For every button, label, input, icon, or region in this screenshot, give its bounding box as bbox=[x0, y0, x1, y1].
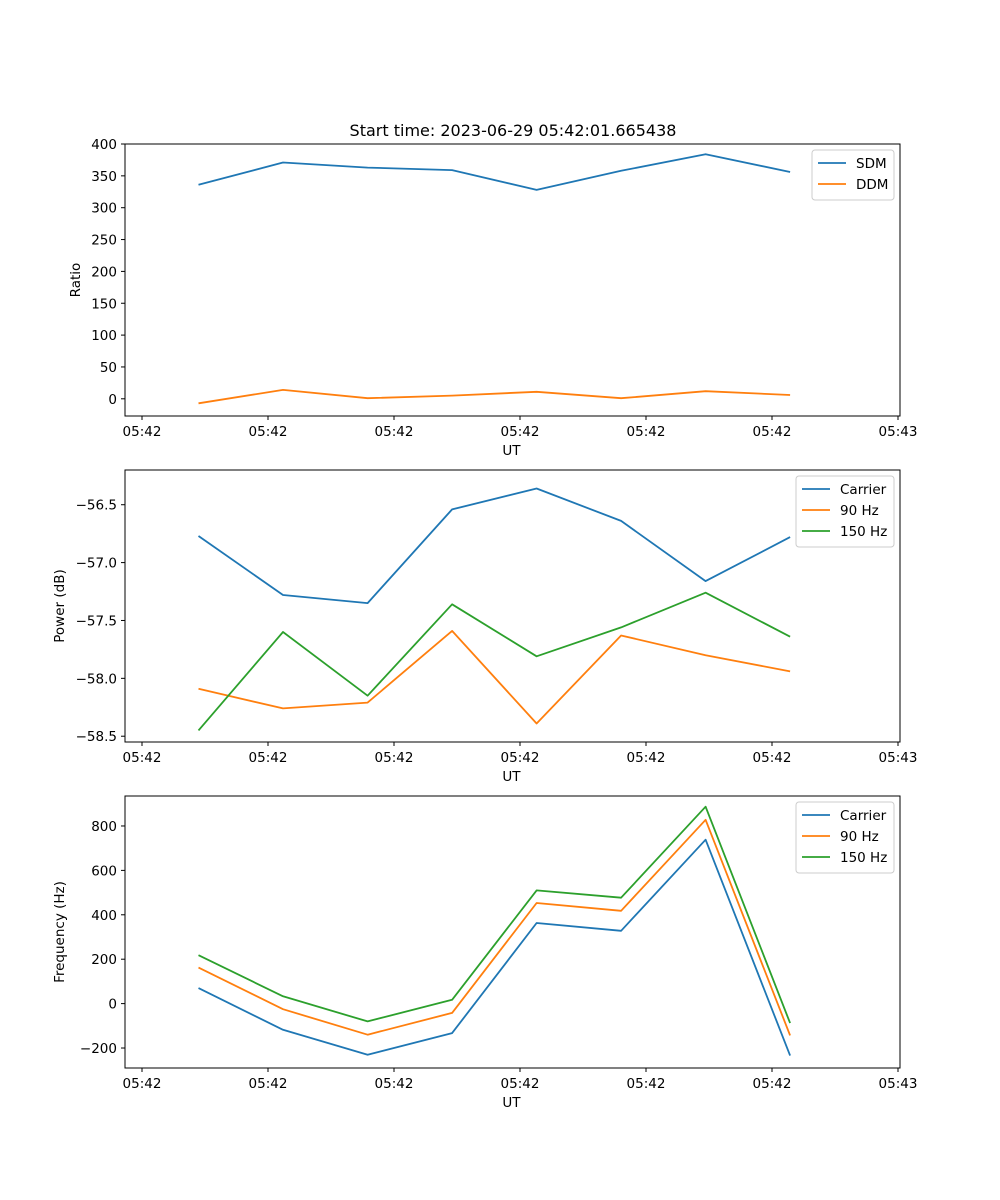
subplot-3: −200 0 200 400 600 800 05:42 05:42 05:42 05:42 05:… bbox=[52, 795, 918, 1111]
legend-entry: 150 Hz bbox=[840, 850, 887, 866]
y-tick-label: −57.5 bbox=[76, 613, 117, 629]
axes-frame bbox=[124, 795, 901, 1069]
axes-frame bbox=[124, 469, 901, 743]
subplot-2: −58.5 −58.0 −57.5 −57.0 −56.5 05:42 05:42 05:42… bbox=[52, 469, 918, 785]
y-tick-label: 400 bbox=[91, 137, 117, 153]
y-tick-label: 0 bbox=[108, 392, 117, 408]
y-tick-label: 600 bbox=[91, 863, 117, 879]
y-tick-label: 200 bbox=[91, 952, 117, 968]
y-tick-label: −57.0 bbox=[76, 556, 117, 572]
series-line-150-hz bbox=[197, 591, 791, 731]
y-tick-label: 350 bbox=[91, 169, 117, 185]
series-line-90-hz bbox=[198, 630, 791, 725]
y-axis-label: Power (dB) bbox=[52, 569, 68, 642]
y-tick-label: 100 bbox=[91, 328, 117, 344]
x-tick-label: 05:42 bbox=[249, 424, 288, 440]
y-axis-label: Ratio bbox=[68, 263, 84, 298]
y-axis-label: Frequency (Hz) bbox=[52, 881, 68, 983]
x-tick-label: 05:42 bbox=[123, 1076, 162, 1092]
x-tick-label: 05:42 bbox=[627, 424, 666, 440]
series-line-150-hz bbox=[198, 805, 791, 1024]
legend: Carrier 90 Hz 150 Hz bbox=[795, 475, 895, 548]
legend-box bbox=[795, 801, 895, 874]
figure-title: Start time: 2023-06-29 05:42:01.665438 bbox=[350, 121, 677, 140]
x-tick-label: 05:42 bbox=[627, 750, 666, 766]
y-tick-label: 300 bbox=[91, 201, 117, 217]
x-tick-label: 05:42 bbox=[375, 424, 414, 440]
x-tick-label: 05:42 bbox=[753, 750, 792, 766]
x-tick-label: 05:42 bbox=[753, 1076, 792, 1092]
axes-frame bbox=[124, 143, 901, 417]
legend-entry: Carrier bbox=[840, 808, 887, 824]
legend-entry: 150 Hz bbox=[840, 524, 887, 540]
x-tick-label: 05:42 bbox=[123, 750, 162, 766]
series-line-carrier bbox=[198, 838, 791, 1056]
x-tick-label: 05:43 bbox=[879, 1076, 918, 1092]
y-tick-label: 200 bbox=[91, 264, 117, 280]
x-tick-label: 05:42 bbox=[753, 424, 792, 440]
x-tick-label: 05:42 bbox=[249, 1076, 288, 1092]
y-tick-label: 400 bbox=[91, 908, 117, 924]
x-tick-label: 05:42 bbox=[501, 1076, 540, 1092]
legend: SDM DDM bbox=[811, 149, 895, 201]
y-tick-label: 250 bbox=[91, 233, 117, 249]
legend-entry: DDM bbox=[856, 177, 888, 193]
x-axis-label: UT bbox=[502, 443, 521, 459]
x-tick-label: 05:43 bbox=[879, 424, 918, 440]
legend-box bbox=[795, 475, 895, 548]
x-tick-label: 05:42 bbox=[375, 1076, 414, 1092]
y-tick-label: −56.5 bbox=[76, 498, 117, 514]
legend: Carrier 90 Hz 150 Hz bbox=[795, 801, 895, 874]
x-tick-label: 05:42 bbox=[501, 750, 540, 766]
x-tick-label: 05:42 bbox=[249, 750, 288, 766]
series-line-sdm bbox=[198, 153, 791, 191]
y-tick-label: 50 bbox=[100, 360, 117, 376]
x-tick-label: 05:43 bbox=[879, 750, 918, 766]
series-line-ddm bbox=[198, 388, 791, 405]
legend-entry: SDM bbox=[856, 156, 887, 172]
y-tick-label: −58.0 bbox=[76, 671, 117, 687]
legend-entry: Carrier bbox=[840, 482, 887, 498]
series-line-carrier bbox=[197, 487, 791, 604]
x-tick-label: 05:42 bbox=[375, 750, 414, 766]
y-tick-label: 150 bbox=[91, 296, 117, 312]
x-tick-label: 05:42 bbox=[501, 424, 540, 440]
x-axis-label: UT bbox=[502, 1095, 521, 1111]
x-tick-label: 05:42 bbox=[123, 424, 162, 440]
y-tick-label: −200 bbox=[80, 1041, 117, 1057]
legend-entry: 90 Hz bbox=[840, 829, 879, 845]
y-tick-label: −58.5 bbox=[76, 729, 117, 745]
x-tick-label: 05:42 bbox=[627, 1076, 666, 1092]
y-tick-label: 0 bbox=[108, 997, 117, 1013]
series-line-90-hz bbox=[198, 818, 791, 1036]
x-axis-label: UT bbox=[502, 769, 521, 785]
y-tick-label: 800 bbox=[91, 819, 117, 835]
subplot-1: 0 50 100 150 200 250 300 350 400 05:42 05:42 05:42 0… bbox=[68, 137, 917, 459]
legend-entry: 90 Hz bbox=[840, 503, 879, 519]
